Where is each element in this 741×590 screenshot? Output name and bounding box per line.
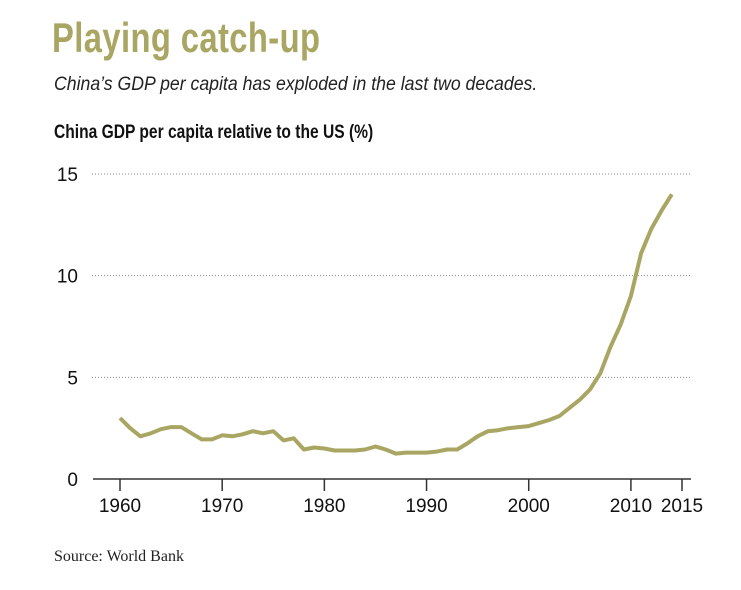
chart-subtitle: China’s GDP per capita has exploded in t… (54, 74, 538, 95)
source-note: Source: World Bank (54, 548, 184, 565)
x-tick-label: 2000 (508, 496, 550, 517)
y-tick-label: 10 (57, 267, 78, 288)
x-tick-label: 1990 (405, 496, 447, 517)
y-axis-label: China GDP per capita relative to the US … (54, 122, 374, 143)
data-line (118, 193, 674, 456)
x-tick-label: 2010 (610, 496, 652, 517)
x-tick-label: 2015 (661, 496, 703, 517)
y-tick-label: 15 (57, 165, 78, 186)
x-tick-label: 1980 (303, 496, 345, 517)
x-tick-label: 1970 (201, 496, 243, 517)
y-tick-label: 0 (67, 470, 78, 491)
x-tick-label: 1960 (99, 496, 141, 517)
y-tick-label: 5 (67, 368, 78, 389)
chart-title: Playing catch-up (52, 14, 321, 61)
